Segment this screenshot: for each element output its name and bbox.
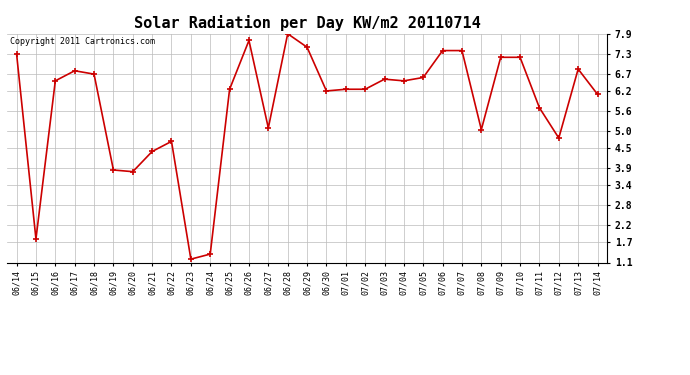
Text: Copyright 2011 Cartronics.com: Copyright 2011 Cartronics.com — [10, 37, 155, 46]
Title: Solar Radiation per Day KW/m2 20110714: Solar Radiation per Day KW/m2 20110714 — [134, 15, 480, 31]
